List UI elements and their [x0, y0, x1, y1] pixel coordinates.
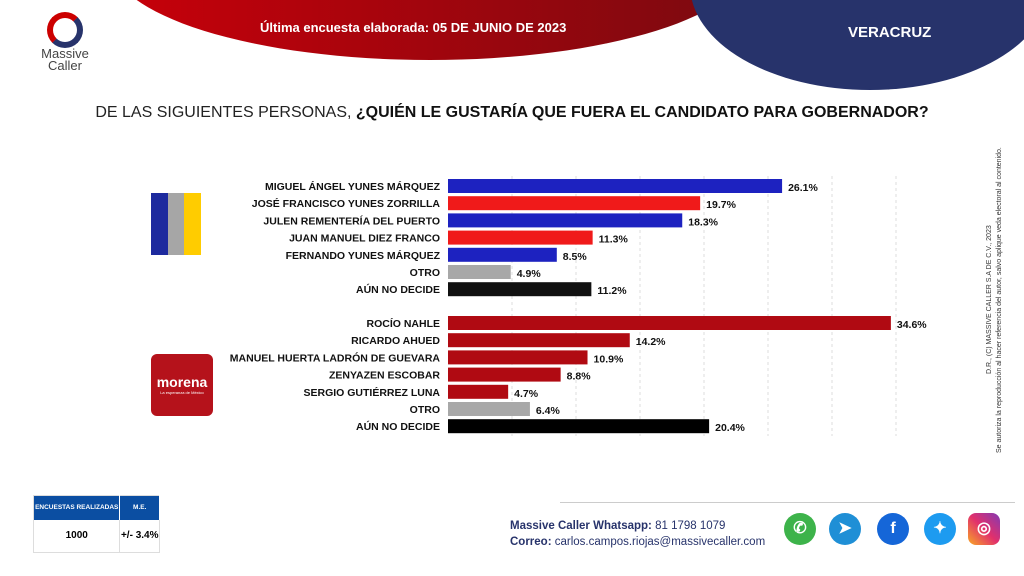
state-name: VERACRUZ [848, 24, 932, 41]
pan-pri-prd-logo [151, 193, 202, 255]
category-label: OTRO [410, 267, 440, 279]
bar [448, 282, 592, 297]
category-label: SERGIO GUTIÉRREZ LUNA [303, 386, 440, 399]
morena-logo: morena La esperanza de México [151, 354, 213, 416]
category-label: JUAN MANUEL DIEZ FRANCO [289, 233, 440, 245]
header-surveys: ENCUESTAS REALIZADAS [33, 495, 121, 520]
twitter-icon[interactable]: ✦ [924, 513, 956, 545]
whatsapp-icon[interactable]: ✆ [784, 513, 816, 545]
copyright-notice: D.R., (C) MASSIVE CALLER S.A DE C.V., 20… [986, 147, 1003, 453]
divider [560, 502, 1015, 503]
data-label: 26.1% [788, 182, 818, 194]
question-title: DE LAS SIGUIENTES PERSONAS, ¿QUIÉN LE GU… [95, 104, 929, 121]
category-label: RICARDO AHUED [351, 335, 440, 347]
bar [448, 350, 588, 365]
survey-date: Última encuesta elaborada: 05 DE JUNIO D… [260, 20, 567, 35]
bar [448, 247, 557, 262]
data-label: 10.9% [594, 353, 624, 365]
category-label: AÚN NO DECIDE [356, 420, 440, 433]
category-label: JULEN REMENTERÍA DEL PUERTO [263, 214, 440, 227]
category-label: MANUEL HUERTA LADRÓN DE GUEVARA [230, 351, 441, 364]
data-label: 18.3% [688, 216, 718, 228]
data-label: 4.9% [517, 268, 542, 280]
bar [448, 265, 511, 279]
telegram-icon[interactable]: ➤ [829, 513, 861, 545]
data-label: 4.7% [514, 388, 539, 400]
category-label: AÚN NO DECIDE [356, 283, 440, 296]
data-label: 8.5% [563, 251, 588, 263]
bar [448, 384, 509, 399]
header-margin-error: M.E. [119, 495, 160, 520]
margin-error-value: +/- 3.4% [119, 519, 160, 553]
category-label: ROCÍO NAHLE [367, 317, 441, 330]
bar [448, 179, 783, 193]
bar [448, 333, 630, 348]
bar [448, 230, 593, 245]
surveys-value: 1000 [33, 519, 121, 553]
instagram-icon[interactable]: ◎ [968, 513, 1000, 545]
data-label: 11.3% [599, 234, 629, 246]
bar [448, 213, 683, 228]
data-label: 6.4% [536, 405, 561, 417]
bar [448, 402, 530, 416]
category-label: JOSÉ FRANCISCO YUNES ZORRILLA [252, 197, 441, 210]
sample-table: ENCUESTAS REALIZADAS M.E. 1000 +/- 3.4% [33, 495, 160, 553]
category-label: FERNANDO YUNES MÁRQUEZ [286, 249, 441, 262]
category-label: OTRO [410, 404, 440, 416]
category-label: MIGUEL ÁNGEL YUNES MÁRQUEZ [265, 180, 441, 193]
contact-info: Massive Caller Whatsapp: 81 1798 1079 Co… [510, 520, 766, 548]
logo-mark-icon [47, 12, 83, 48]
bar [448, 367, 561, 382]
data-label: 8.8% [567, 371, 592, 383]
data-label: 20.4% [715, 422, 745, 434]
bar [448, 419, 710, 434]
facebook-icon[interactable]: f [877, 513, 909, 545]
data-label: 19.7% [706, 199, 736, 211]
data-label: 14.2% [636, 336, 666, 348]
data-label: 11.2% [597, 285, 627, 297]
bar [448, 196, 701, 211]
massive-caller-logo: Massive Caller [30, 12, 100, 72]
bar [448, 316, 891, 330]
category-label: ZENYAZEN ESCOBAR [329, 370, 440, 382]
data-label: 34.6% [897, 319, 927, 331]
